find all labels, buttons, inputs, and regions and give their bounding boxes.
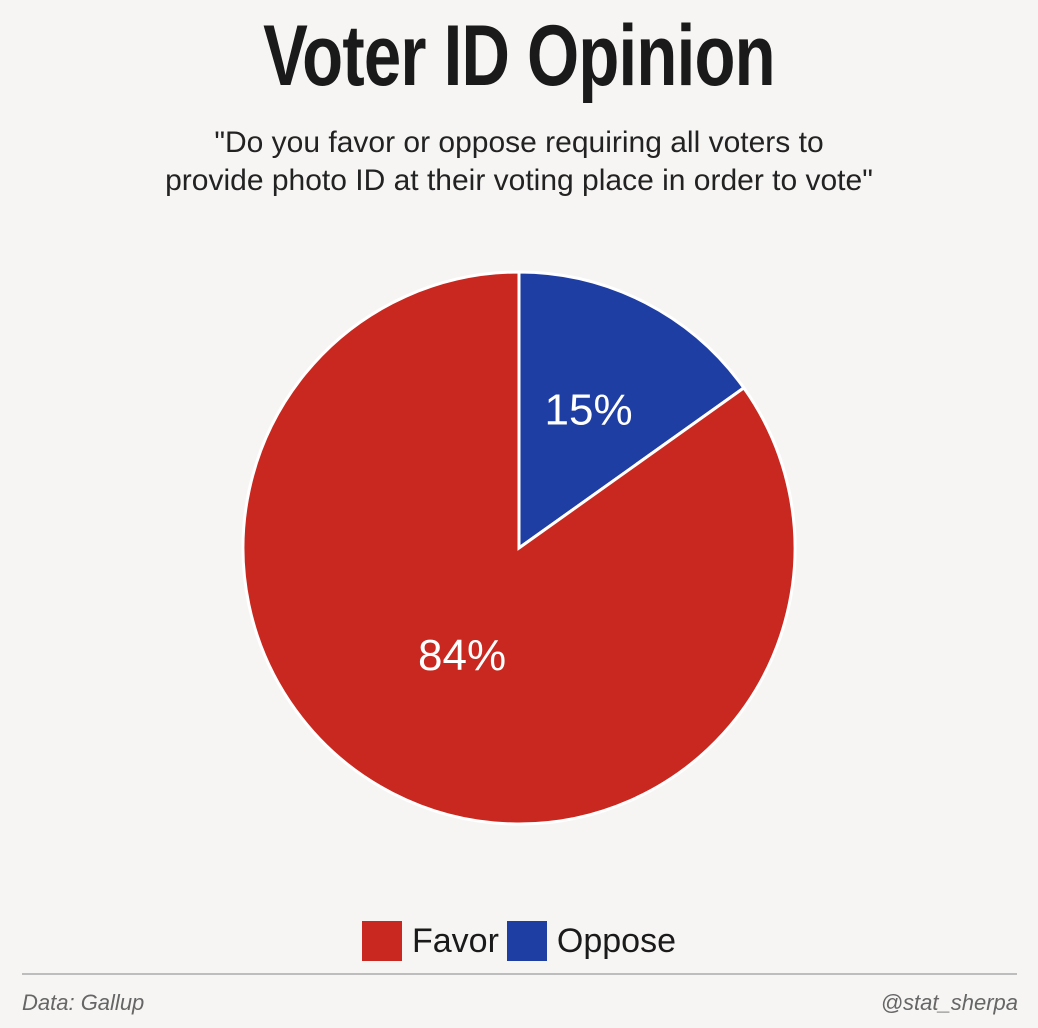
chart-legend: Favor Oppose xyxy=(0,919,1038,963)
pie-slice-oppose xyxy=(517,270,746,551)
slice-label-favor: 84% xyxy=(418,631,506,680)
legend-swatch-oppose xyxy=(506,921,547,961)
author-credit: @stat_sherpa xyxy=(880,990,1018,1015)
legend-label-favor: Favor xyxy=(411,921,499,960)
subtitle-line-1: "Do you favor or oppose requiring all vo… xyxy=(214,126,824,159)
footer-divider xyxy=(22,973,1017,975)
legend-swatch-favor xyxy=(361,921,402,961)
legend-item-favor: Favor xyxy=(361,921,499,961)
slice-label-oppose: 15% xyxy=(545,386,633,435)
subtitle-line-2: provide photo ID at their voting place i… xyxy=(165,164,873,197)
legend-label-oppose: Oppose xyxy=(556,921,676,960)
data-source: Data: Gallup xyxy=(22,990,145,1015)
chart-title: Voter ID Opinion xyxy=(263,8,775,104)
chart-subtitle: "Do you favor or oppose requiring all vo… xyxy=(0,124,1038,200)
pie-slice-favor xyxy=(241,270,797,826)
legend-item-oppose: Oppose xyxy=(506,921,676,961)
